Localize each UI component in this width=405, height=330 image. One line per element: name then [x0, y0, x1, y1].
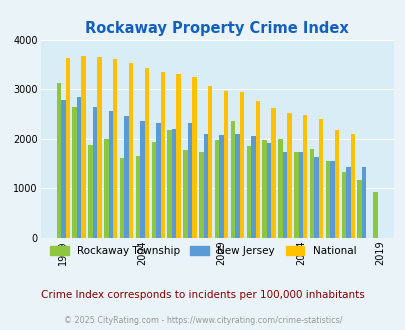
Bar	[325, 161, 329, 238]
Bar	[203, 134, 207, 238]
Bar	[156, 123, 160, 238]
Bar	[373, 191, 377, 238]
Bar	[341, 172, 345, 238]
Bar	[144, 68, 149, 238]
Bar	[350, 134, 354, 238]
Bar	[187, 123, 192, 238]
Bar	[262, 140, 266, 238]
Bar	[250, 136, 255, 238]
Bar	[309, 149, 313, 238]
Text: Crime Index corresponds to incidents per 100,000 inhabitants: Crime Index corresponds to incidents per…	[41, 290, 364, 300]
Bar	[140, 121, 144, 238]
Bar	[120, 158, 124, 238]
Bar	[298, 152, 302, 238]
Bar	[192, 77, 196, 238]
Bar	[171, 129, 176, 238]
Bar	[104, 139, 108, 238]
Bar	[199, 152, 203, 238]
Bar	[255, 101, 259, 238]
Bar	[151, 142, 156, 238]
Bar	[207, 86, 212, 238]
Bar	[61, 100, 65, 238]
Bar	[334, 130, 338, 238]
Bar	[282, 152, 286, 238]
Bar	[72, 107, 77, 238]
Bar	[266, 143, 271, 238]
Bar	[357, 180, 361, 238]
Bar	[136, 156, 140, 238]
Bar	[230, 121, 234, 238]
Bar	[97, 57, 101, 238]
Bar	[77, 96, 81, 238]
Bar	[88, 145, 92, 238]
Bar	[313, 157, 318, 238]
Bar	[81, 56, 85, 238]
Bar	[239, 92, 243, 238]
Bar	[160, 72, 164, 238]
Bar	[124, 116, 128, 238]
Text: © 2025 CityRating.com - https://www.cityrating.com/crime-statistics/: © 2025 CityRating.com - https://www.city…	[64, 316, 341, 325]
Bar	[167, 130, 171, 238]
Bar	[65, 58, 70, 238]
Bar	[361, 167, 365, 238]
Bar	[345, 167, 350, 238]
Bar	[278, 139, 282, 238]
Bar	[128, 63, 133, 238]
Bar	[223, 91, 228, 238]
Bar	[271, 108, 275, 238]
Legend: Rockaway Township, New Jersey, National: Rockaway Township, New Jersey, National	[45, 242, 360, 260]
Bar	[113, 59, 117, 238]
Title: Rockaway Property Crime Index: Rockaway Property Crime Index	[85, 21, 348, 36]
Bar	[286, 114, 291, 238]
Bar	[318, 119, 322, 238]
Bar	[302, 115, 307, 238]
Bar	[215, 140, 219, 238]
Bar	[108, 111, 113, 238]
Bar	[219, 135, 223, 238]
Bar	[176, 74, 180, 238]
Bar	[92, 107, 97, 238]
Bar	[234, 134, 239, 238]
Bar	[329, 161, 334, 238]
Bar	[246, 146, 250, 238]
Bar	[183, 150, 187, 238]
Bar	[57, 83, 61, 238]
Bar	[294, 152, 298, 238]
